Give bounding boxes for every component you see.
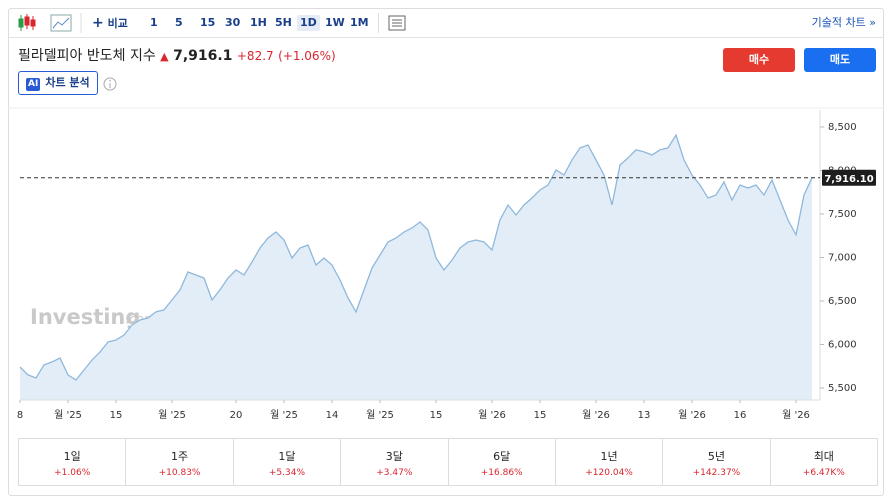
x-tick-label: 8 [17,410,23,421]
price-tag [822,169,876,186]
instrument-name: 필라델피아 반도체 지수 [18,48,156,64]
y-tick-label: 6,500 [828,296,857,307]
interval-button[interactable]: 1 [150,16,158,29]
x-tick-label: 월 '26 [478,409,506,421]
candle-icon[interactable] [18,15,24,31]
performance-cell: 1주 +10.83% [125,439,232,485]
compare-button[interactable]: + 비교 [92,15,128,31]
ai-badge: AI [26,78,41,91]
technical-chart-link[interactable]: 기술적 차트 » [811,16,876,29]
separator [378,13,379,33]
performance-cell: 5년 +142.37% [662,439,769,485]
x-tick-label: 20 [230,410,243,421]
interval-button[interactable]: 1H [250,16,267,29]
period: 최대 [813,450,834,463]
period-change: +6.47K% [802,468,845,478]
candle-icon-2 [24,14,36,30]
interval-button[interactable]: 1D [297,15,320,31]
change-percent: (+1.06%) [278,49,336,63]
period: 6달 [493,450,511,463]
period: 1주 [171,450,189,463]
x-tick-label: 월 '25 [158,409,186,421]
change: +82.7 [236,49,274,63]
sell-button[interactable]: 매도 [804,48,876,72]
toolbar: + 비교 1 5 15 30 1H 5H 1D 1W 1M 기술적 차트 » [9,9,883,38]
period: 1일 [63,450,81,463]
buy-button[interactable]: 매수 [723,48,795,72]
performance-table: 1일 +1.06% 1주 +10.83% 1달 +5.34% 3달 +3.47% 6달 +16.8… [18,438,878,486]
x-tick-label: 15 [110,410,123,421]
performance-cell: 1일 +1.06% [19,439,125,485]
x-tick-label: 14 [326,410,339,421]
x-tick-label: 월 '25 [54,409,82,421]
up-arrow: ▲ [160,50,169,63]
performance-cell: 1달 +5.34% [232,439,340,485]
info-icon[interactable] [102,76,118,92]
x-tick-label: 월 '26 [782,409,810,421]
x-tick-label: 15 [534,410,547,421]
table-icon[interactable] [387,13,407,33]
y-tick-label: 5,500 [828,383,857,394]
price-tag-label: 7,916.10 [824,174,873,185]
y-tick-label: 8,500 [828,122,857,133]
x-tick-label: 월 '25 [366,409,394,421]
period-change: +3.47% [376,468,413,478]
performance-cell: 6달 +16.86% [447,439,555,485]
chart-type-icons [18,13,82,33]
area-fill [20,135,812,400]
area-icon-line [52,17,70,29]
interval-button[interactable]: 1M [350,16,369,29]
period-change: +1.06% [54,468,91,478]
x-tick-label: 월 '25 [270,409,298,421]
interval-button[interactable]: 30 [225,16,241,29]
compare-label: 비교 [107,17,128,30]
performance-cell: 최대 +6.47K% [769,439,877,485]
period-change: +5.34% [268,468,305,478]
x-tick-label: 15 [430,410,443,421]
frame [8,8,884,496]
period-change: +142.37% [692,468,741,478]
period-change: +10.83% [158,468,201,478]
interval-button[interactable]: 5H [275,16,292,29]
y-tick-label: 7,500 [828,209,857,220]
instrument-header: 필라델피아 반도체 지수 ▲ 7,916.1 +82.7 (+1.06%) [18,45,336,65]
period: 1달 [278,450,296,463]
y-tick-label: 6,000 [828,339,857,350]
performance-cell: 3달 +3.47% [340,439,447,485]
period: 3달 [385,450,403,463]
ai-label: 차트 분석 [45,76,90,89]
interval-button[interactable]: 5 [175,16,183,29]
interval-button[interactable]: 1W [325,16,345,29]
ai-analysis-button[interactable]: AI 차트 분석 [18,71,98,95]
x-tick-label: 월 '26 [678,409,706,421]
x-tick-label: 16 [734,410,747,421]
period: 5년 [707,450,725,463]
x-tick-label: 월 '26 [582,409,610,421]
price-line [19,133,813,381]
y-tick-label: 7,000 [828,252,857,263]
area-icon[interactable] [50,14,72,32]
period-change: +120.04% [585,468,633,478]
interval-button[interactable]: 15 [200,16,216,29]
price: 7,916.1 [173,48,233,64]
performance-cell: 1년 +120.04% [554,439,662,485]
x-tick-label: 13 [638,410,651,421]
period: 1년 [600,450,618,463]
period-change: +16.86% [480,468,523,478]
watermark-brand: Investing [30,305,140,329]
